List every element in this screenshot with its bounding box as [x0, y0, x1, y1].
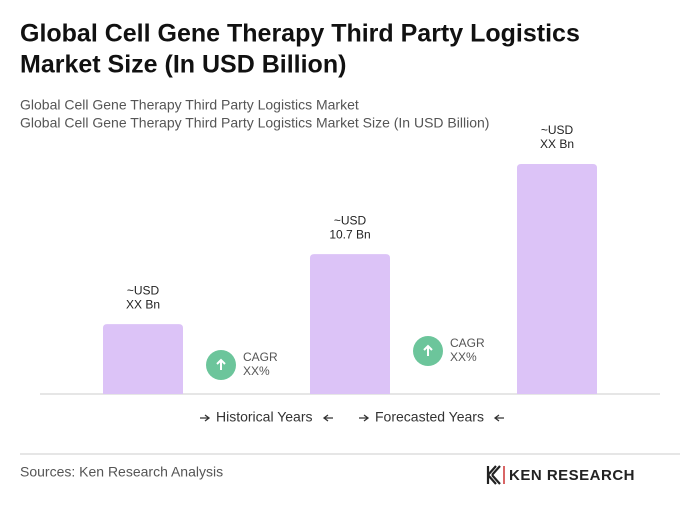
bar — [103, 324, 183, 394]
subtitle: Global Cell Gene Therapy Third Party Log… — [20, 115, 489, 131]
bar — [310, 254, 390, 394]
cagr-label: CAGR — [450, 336, 485, 350]
legend-arrow — [200, 414, 211, 422]
bar — [517, 164, 597, 394]
cagr-label: XX% — [243, 364, 270, 378]
chart-title: Market Size (In USD Billion) — [20, 51, 346, 79]
value-label: ~USD — [334, 213, 367, 227]
cagr-arrow — [423, 344, 433, 356]
cagr-label: CAGR — [243, 350, 278, 364]
legend-label: Historical Years — [216, 409, 313, 425]
legend-arrow — [359, 414, 370, 422]
logo-text: KEN RESEARCH — [509, 467, 635, 484]
cagr-arrow — [216, 358, 226, 370]
subtitle: Global Cell Gene Therapy Third Party Log… — [20, 97, 359, 113]
cagr-label: XX% — [450, 350, 477, 364]
logo: KEN RESEARCH — [486, 465, 635, 485]
value-label: 10.7 Bn — [329, 227, 370, 241]
value-label: XX Bn — [540, 137, 574, 151]
value-label: ~USD — [541, 123, 574, 137]
logo-icon — [486, 465, 501, 485]
legend-arrow — [322, 414, 333, 422]
value-label: XX Bn — [126, 297, 160, 311]
chart-title: Global Cell Gene Therapy Third Party Log… — [20, 20, 580, 48]
legend-label: Forecasted Years — [375, 409, 484, 425]
value-label: ~USD — [127, 283, 160, 297]
source: Sources: Ken Research Analysis — [20, 464, 223, 480]
legend-arrow — [493, 414, 504, 422]
